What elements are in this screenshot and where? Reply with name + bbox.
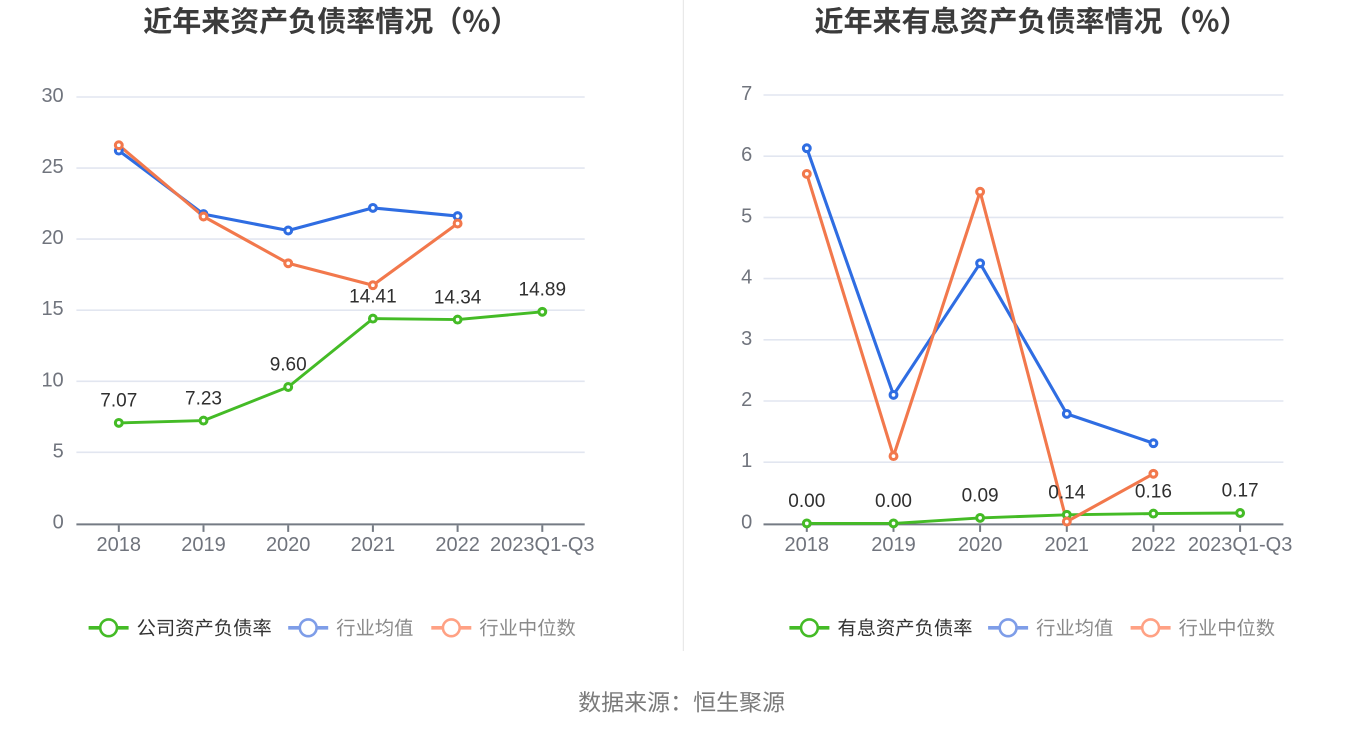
svg-text:15: 15 bbox=[41, 298, 63, 320]
svg-text:4: 4 bbox=[741, 267, 752, 289]
svg-text:9.60: 9.60 bbox=[270, 355, 307, 376]
svg-text:30: 30 bbox=[41, 85, 63, 107]
svg-text:3: 3 bbox=[741, 328, 752, 350]
svg-text:2023Q1-Q3: 2023Q1-Q3 bbox=[490, 534, 595, 556]
svg-text:7: 7 bbox=[741, 83, 752, 105]
svg-text:2020: 2020 bbox=[958, 534, 1003, 556]
svg-text:2022: 2022 bbox=[435, 534, 480, 556]
svg-text:0.17: 0.17 bbox=[1222, 481, 1259, 502]
svg-text:14.34: 14.34 bbox=[434, 287, 482, 308]
svg-text:14.41: 14.41 bbox=[349, 286, 397, 307]
svg-text:10: 10 bbox=[41, 369, 63, 391]
svg-text:0.00: 0.00 bbox=[788, 491, 825, 512]
svg-text:5: 5 bbox=[53, 440, 64, 462]
svg-text:1: 1 bbox=[741, 450, 752, 472]
svg-text:0.00: 0.00 bbox=[875, 491, 912, 512]
svg-text:0.09: 0.09 bbox=[962, 486, 999, 507]
svg-text:2: 2 bbox=[741, 389, 752, 411]
svg-text:2021: 2021 bbox=[1045, 534, 1090, 556]
svg-text:2018: 2018 bbox=[785, 534, 830, 556]
svg-text:2019: 2019 bbox=[871, 534, 916, 556]
svg-text:7.07: 7.07 bbox=[100, 391, 137, 412]
svg-text:2021: 2021 bbox=[351, 534, 396, 556]
svg-text:25: 25 bbox=[41, 156, 63, 178]
svg-text:2022: 2022 bbox=[1131, 534, 1176, 556]
svg-text:5: 5 bbox=[741, 205, 752, 227]
svg-text:0.16: 0.16 bbox=[1135, 481, 1172, 502]
svg-text:2018: 2018 bbox=[97, 534, 142, 556]
svg-text:2023Q1-Q3: 2023Q1-Q3 bbox=[1188, 534, 1293, 556]
svg-text:7.23: 7.23 bbox=[185, 388, 222, 409]
svg-text:0: 0 bbox=[53, 511, 64, 533]
svg-text:2020: 2020 bbox=[266, 534, 311, 556]
svg-text:14.89: 14.89 bbox=[519, 280, 567, 301]
svg-text:6: 6 bbox=[741, 144, 752, 166]
svg-text:0.14: 0.14 bbox=[1048, 483, 1085, 504]
svg-text:0: 0 bbox=[741, 511, 752, 533]
svg-text:20: 20 bbox=[41, 227, 63, 249]
svg-text:2019: 2019 bbox=[181, 534, 226, 556]
